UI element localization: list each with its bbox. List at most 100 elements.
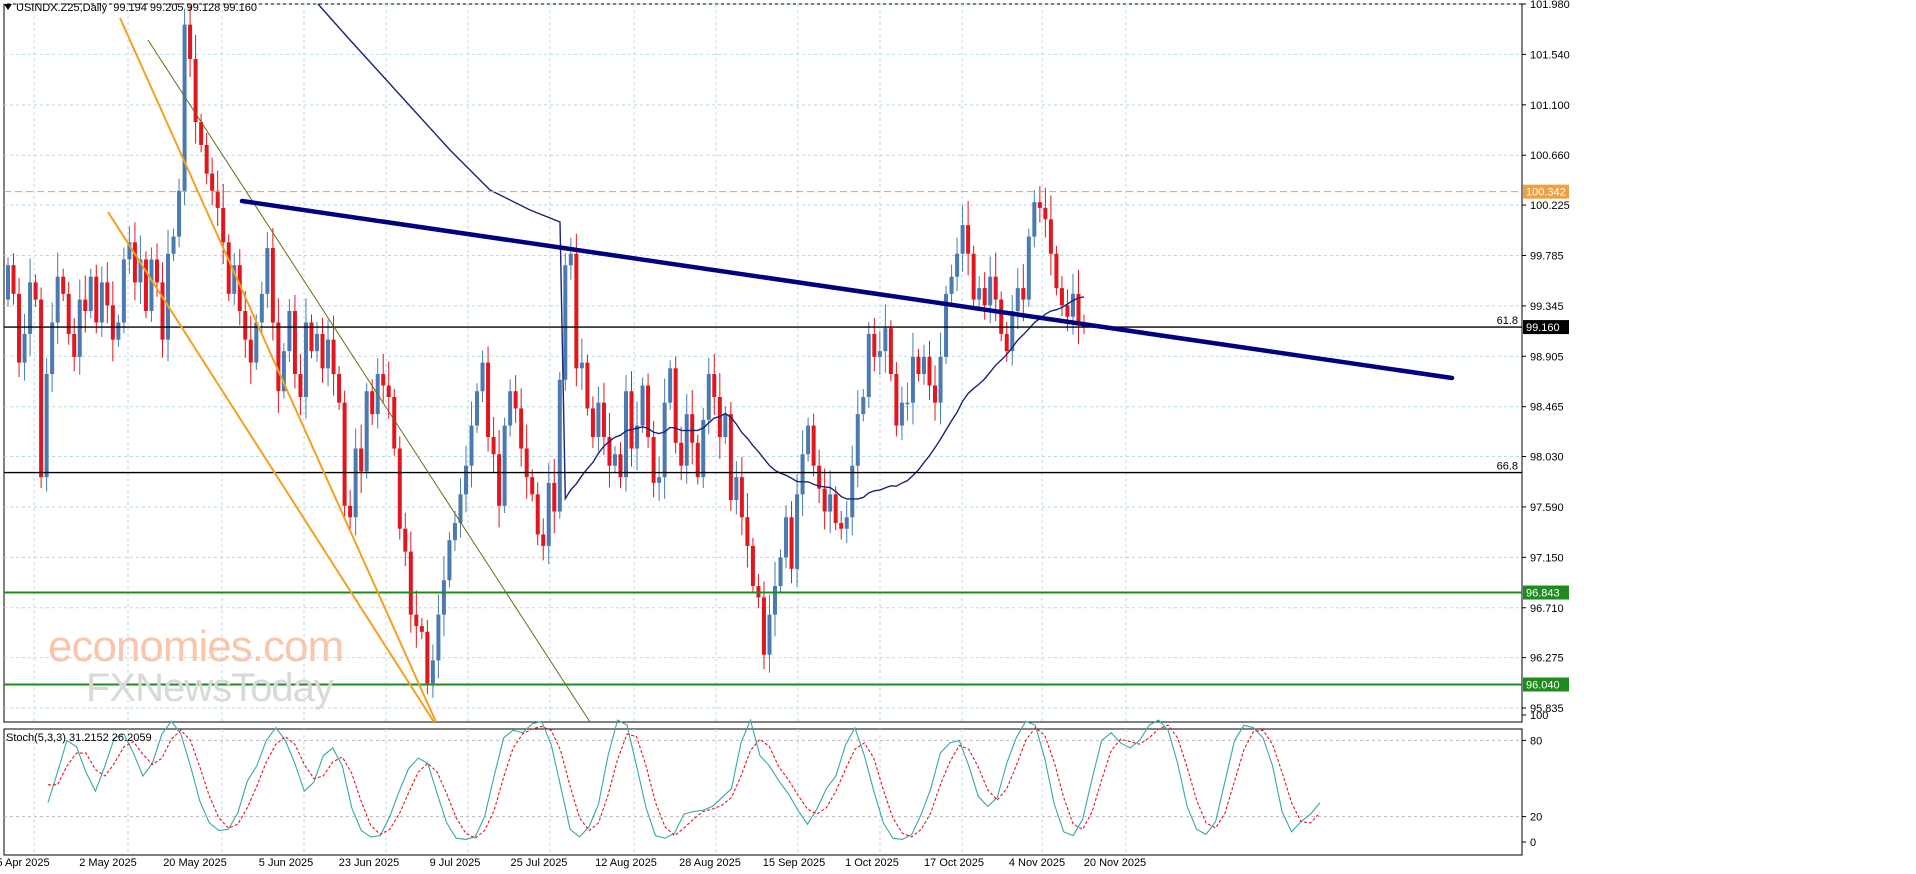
price-level-tag-label: 100.342 (1526, 187, 1566, 199)
channel-midline (147, 39, 591, 723)
candle-body (386, 385, 391, 397)
candle-body (530, 477, 535, 495)
candle-body (872, 333, 877, 357)
candle-body (1015, 288, 1020, 312)
candle-body (480, 362, 485, 392)
candle-body (397, 448, 402, 529)
candle-body (712, 374, 717, 397)
candle-body (265, 248, 270, 294)
candle-body (44, 374, 49, 478)
date-tick-label: 1 Oct 2025 (845, 857, 899, 869)
moving-average-line (317, 3, 1085, 501)
candle-body (94, 276, 99, 323)
candle-body (17, 293, 22, 363)
candle-body (105, 282, 110, 306)
dropdown-triangle-icon[interactable] (4, 4, 12, 10)
candle-body (204, 144, 209, 174)
candle-body (899, 402, 904, 426)
candle-body (66, 293, 71, 334)
candle-body (270, 248, 275, 323)
candle-body (734, 477, 739, 501)
fibonacci-level-label: 66.8 (1497, 461, 1518, 473)
candle-body (353, 448, 358, 518)
candle-body (436, 614, 441, 661)
candle-body (601, 402, 606, 438)
candle-body (237, 265, 242, 312)
candle-body (88, 276, 93, 312)
date-tick-label: 23 Jun 2025 (339, 857, 400, 869)
candle-body (22, 333, 27, 363)
candle-body (557, 379, 562, 512)
candle-body (127, 242, 132, 260)
candle-body (877, 351, 882, 357)
candle-body (662, 402, 667, 478)
candle-body (1048, 219, 1053, 254)
stochastic-tick-label: 80 (1530, 735, 1542, 747)
candle-body (800, 454, 805, 495)
candle-body (254, 322, 259, 363)
candle-body (188, 24, 193, 59)
candle-body (33, 282, 38, 300)
candle-body (77, 299, 82, 357)
candle-body (541, 534, 546, 546)
candle-body (519, 408, 524, 449)
candle-body (706, 374, 711, 420)
candle-body (728, 414, 733, 501)
stochastic-header: Stoch(5,3,3) 31.2152 26.2059 (6, 732, 152, 744)
candle-body (39, 299, 44, 478)
candle-body (61, 276, 66, 294)
stochastic-tick-label: 100 (1530, 710, 1548, 722)
candle-body (414, 614, 419, 627)
candle-body (993, 276, 998, 300)
price-tick-label: 101.540 (1530, 49, 1570, 61)
candle-body (160, 282, 165, 340)
candle-body (171, 236, 176, 254)
candle-body (546, 482, 551, 546)
candle-body (988, 276, 993, 306)
candle-body (585, 362, 590, 409)
last-price-tag (1523, 320, 1569, 335)
date-tick-label: 20 Nov 2025 (1084, 857, 1146, 869)
candle-body (110, 305, 115, 340)
candle-body (1059, 288, 1064, 306)
candle-body (624, 391, 629, 478)
candle-body (326, 339, 331, 369)
price-tick-label: 96.710 (1530, 603, 1564, 615)
price-tick-label: 99.785 (1530, 250, 1564, 262)
candle-body (497, 454, 502, 506)
symbol-label: USINDX.Z25,Daily (16, 2, 108, 14)
candle-body (888, 328, 893, 375)
candle-body (364, 391, 369, 472)
price-level-tag-label: 96.040 (1526, 680, 1560, 692)
date-tick-label: 15 Sep 2025 (763, 857, 825, 869)
stochastic-panel-frame (3, 728, 1523, 856)
candle-body (232, 265, 237, 294)
candle-body (292, 311, 297, 375)
candle-body (745, 517, 750, 546)
candle-body (491, 437, 496, 455)
candle-body (11, 265, 16, 294)
candle-body (839, 522, 844, 529)
candle-body (419, 626, 424, 632)
fibonacci-level-label: 61.8 (1497, 315, 1518, 327)
candle-body (348, 505, 353, 518)
price-tick-label: 98.030 (1530, 452, 1564, 464)
candle-body (883, 328, 888, 352)
candle-body (916, 356, 921, 375)
ohlc-values: 99.194 99.205 99.128 99.160 (113, 2, 257, 14)
descending-trendline (239, 198, 1455, 381)
candle-body (1043, 207, 1048, 220)
candle-body (121, 259, 126, 323)
candle-body (844, 517, 849, 529)
candle-body (315, 333, 320, 352)
candle-body (850, 465, 855, 518)
price-tick-label: 100.660 (1530, 150, 1570, 162)
date-tick-label: 17 Oct 2025 (924, 857, 984, 869)
price-tick-label: 98.465 (1530, 402, 1564, 414)
candle-body (673, 368, 678, 443)
candle-body (50, 322, 55, 375)
price-tick-label: 97.590 (1530, 502, 1564, 514)
candle-body (596, 402, 601, 438)
candle-body (430, 660, 435, 684)
